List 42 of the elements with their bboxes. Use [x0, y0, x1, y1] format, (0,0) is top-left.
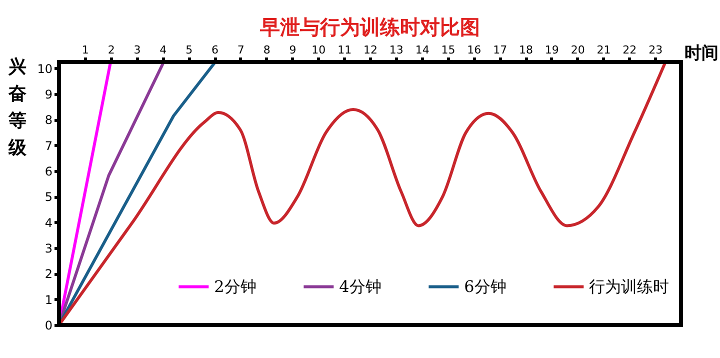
x-tick-label: 20 [570, 44, 585, 56]
x-tick-label: 22 [622, 44, 637, 56]
x-axis-title: 时间 [684, 44, 718, 64]
line-series [59, 62, 667, 325]
x-tick-label: 9 [289, 44, 296, 56]
y-tick-label: 1 [44, 292, 52, 307]
x-tick-label: 4 [160, 44, 167, 56]
x-tick-label: 11 [338, 44, 352, 56]
x-tick-label: 5 [186, 44, 193, 56]
x-tick-label: 14 [415, 44, 430, 56]
x-tick-label: 19 [544, 44, 559, 56]
y-tick-label: 10 [37, 62, 52, 76]
x-tick-label: 17 [493, 44, 508, 56]
x-tick-label: 15 [441, 44, 456, 56]
x-tick-label: 8 [263, 44, 270, 56]
y-axis-title: 兴奋等级 [8, 56, 28, 158]
legend-label: 2分钟 [214, 276, 256, 296]
y-tick-label: 8 [44, 113, 52, 128]
x-tick-label: 13 [389, 44, 404, 56]
legend-label: 6分钟 [464, 276, 506, 296]
chart-title: 早泄与行为训练时对比图 [259, 15, 480, 39]
x-tick-label: 7 [237, 44, 244, 56]
y-tick-label: 2 [44, 267, 52, 282]
legend-label: 4分钟 [339, 276, 382, 296]
x-tick-label: 6 [212, 44, 218, 56]
y-tick-label: 6 [44, 164, 52, 179]
x-tick-label: 12 [364, 44, 378, 56]
legend-label: 行为训练时 [589, 276, 670, 296]
x-tick-label: 16 [467, 44, 482, 56]
y-tick-label: 5 [44, 190, 52, 204]
x-tick-label: 1 [82, 44, 89, 56]
x-tick-label: 21 [596, 44, 611, 56]
y-tick-label: 7 [44, 138, 52, 153]
y-tick-label: 4 [44, 216, 52, 230]
x-tick-label: 3 [134, 44, 141, 56]
y-tick-label: 9 [44, 88, 52, 102]
x-tick-label: 18 [519, 44, 533, 56]
x-tick-label: 23 [648, 44, 663, 56]
y-tick-label: 0 [44, 318, 52, 332]
x-tick-label: 10 [312, 44, 326, 56]
y-tick-label: 3 [44, 242, 52, 256]
x-tick-label: 2 [108, 44, 115, 56]
